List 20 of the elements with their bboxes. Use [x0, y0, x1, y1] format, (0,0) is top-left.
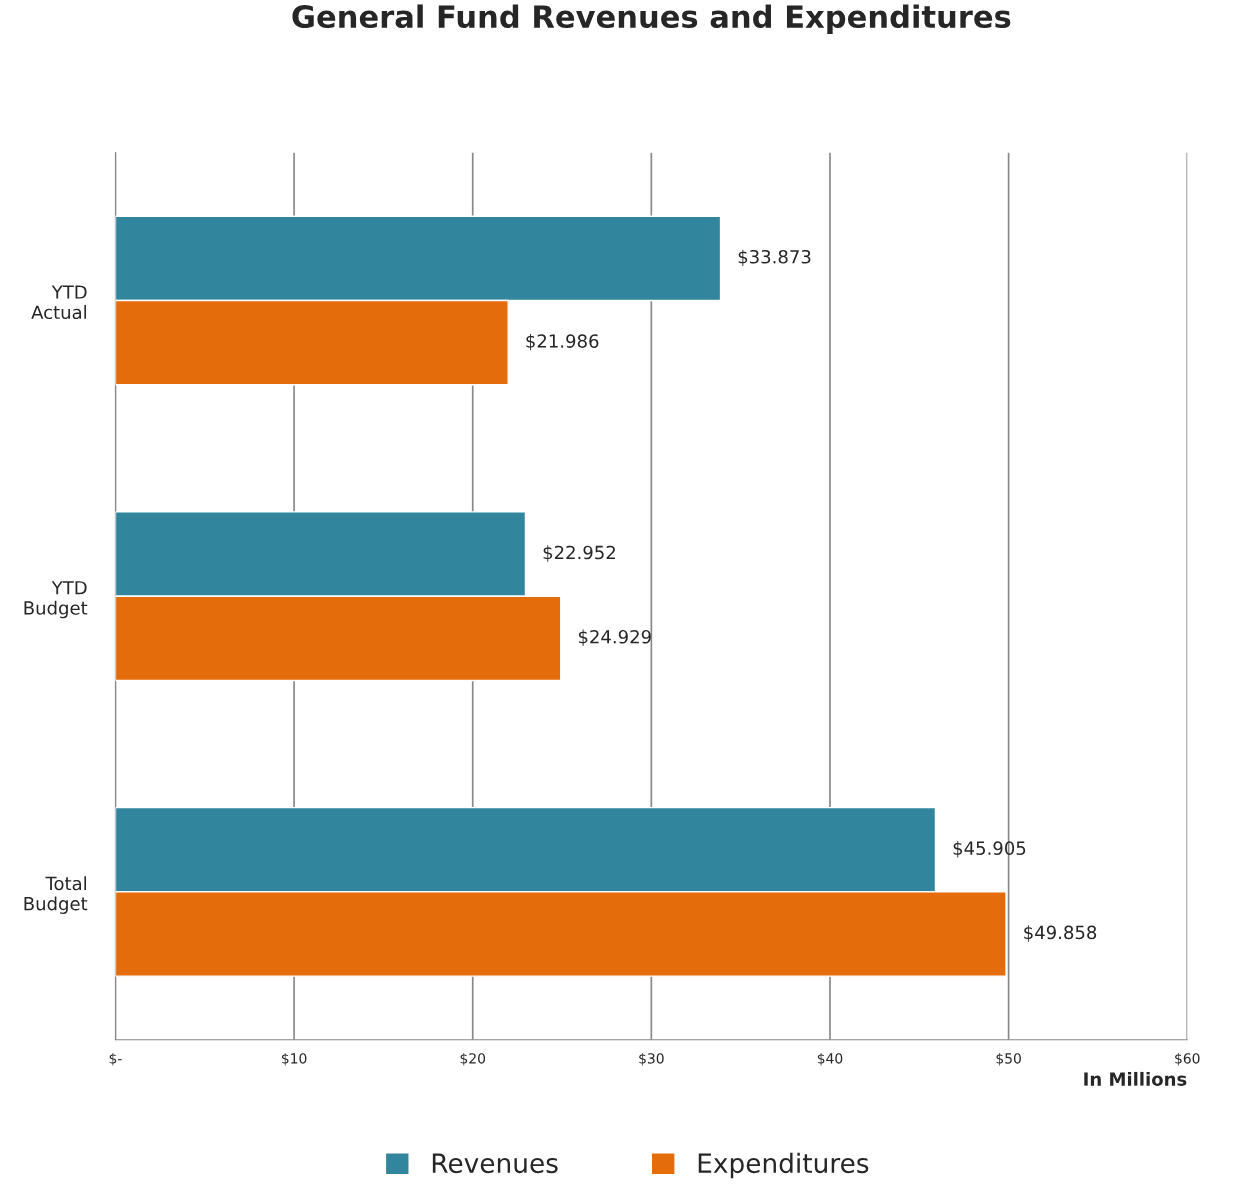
- data-label: $24.929: [578, 629, 651, 646]
- x-tick-label: $20: [460, 1052, 486, 1066]
- legend-label: Expenditures: [698, 1152, 869, 1179]
- x-tick-label: $60: [1175, 1052, 1200, 1066]
- data-label: $21.986: [526, 333, 599, 351]
- x-tick-label: $-: [109, 1052, 122, 1066]
- x-tick-label: $10: [281, 1052, 307, 1066]
- y-tick-label: YTD Actual: [31, 285, 87, 320]
- legend-label: Revenues: [432, 1153, 558, 1174]
- y-tick-label: Total Budget: [24, 876, 88, 914]
- y-tick-label: YTD Budget: [24, 581, 88, 619]
- data-label: $45.905: [953, 841, 1026, 858]
- data-label: $22.952: [543, 545, 615, 562]
- data-label: $33.873: [738, 249, 811, 266]
- chart-title: General Fund Revenues and Expenditures: [292, 4, 1011, 35]
- x-axis-title: In Millions: [1084, 1071, 1187, 1086]
- data-label: $49.858: [1024, 925, 1097, 942]
- x-tick-label: $50: [996, 1052, 1021, 1066]
- x-tick-label: $40: [817, 1052, 843, 1066]
- x-tick-label: $30: [639, 1052, 664, 1066]
